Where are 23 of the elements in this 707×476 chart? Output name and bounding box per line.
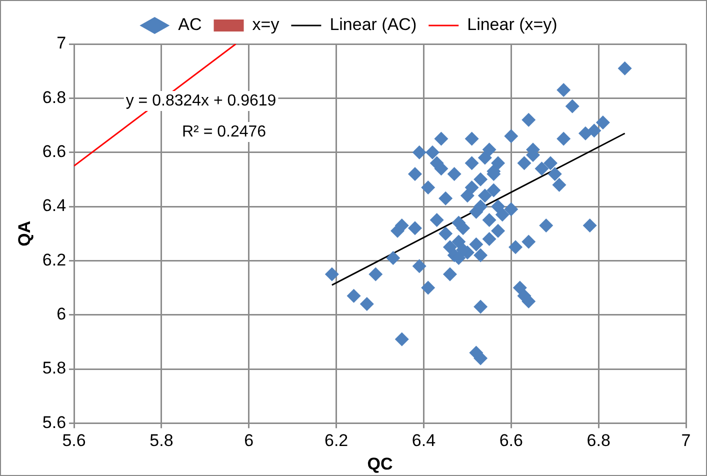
- annotation: R² = 0.2476: [182, 123, 266, 140]
- legend-label: Linear (x=y): [467, 15, 558, 34]
- y-tick-label: 6.6: [42, 142, 66, 162]
- x-tick-label: 5.8: [150, 431, 174, 450]
- y-tick-label: 5.6: [42, 412, 66, 432]
- x-tick-label: 7: [681, 431, 691, 450]
- x-tick-label: 6.4: [412, 431, 436, 450]
- x-tick-label: 6.6: [499, 431, 523, 450]
- y-tick-label: 7: [56, 34, 66, 53]
- annotation: y = 0.8324x + 0.9619: [126, 92, 276, 110]
- legend-label: x=y: [252, 15, 280, 34]
- y-tick-label: 6: [56, 304, 66, 324]
- y-tick-label: 6.8: [42, 88, 66, 107]
- x-tick-label: 6: [244, 431, 254, 450]
- legend-label: Linear (AC): [330, 15, 417, 34]
- y-tick-label: 5.8: [42, 358, 66, 378]
- x-axis-title: QC: [367, 454, 393, 474]
- y-tick-label: 6.4: [42, 196, 66, 216]
- y-tick-label: 6.2: [42, 250, 66, 270]
- legend-label: AC: [178, 15, 202, 34]
- y-axis-title: QA: [14, 220, 34, 246]
- x-tick-label: 6.2: [324, 431, 348, 450]
- x-tick-label: 6.8: [586, 431, 610, 450]
